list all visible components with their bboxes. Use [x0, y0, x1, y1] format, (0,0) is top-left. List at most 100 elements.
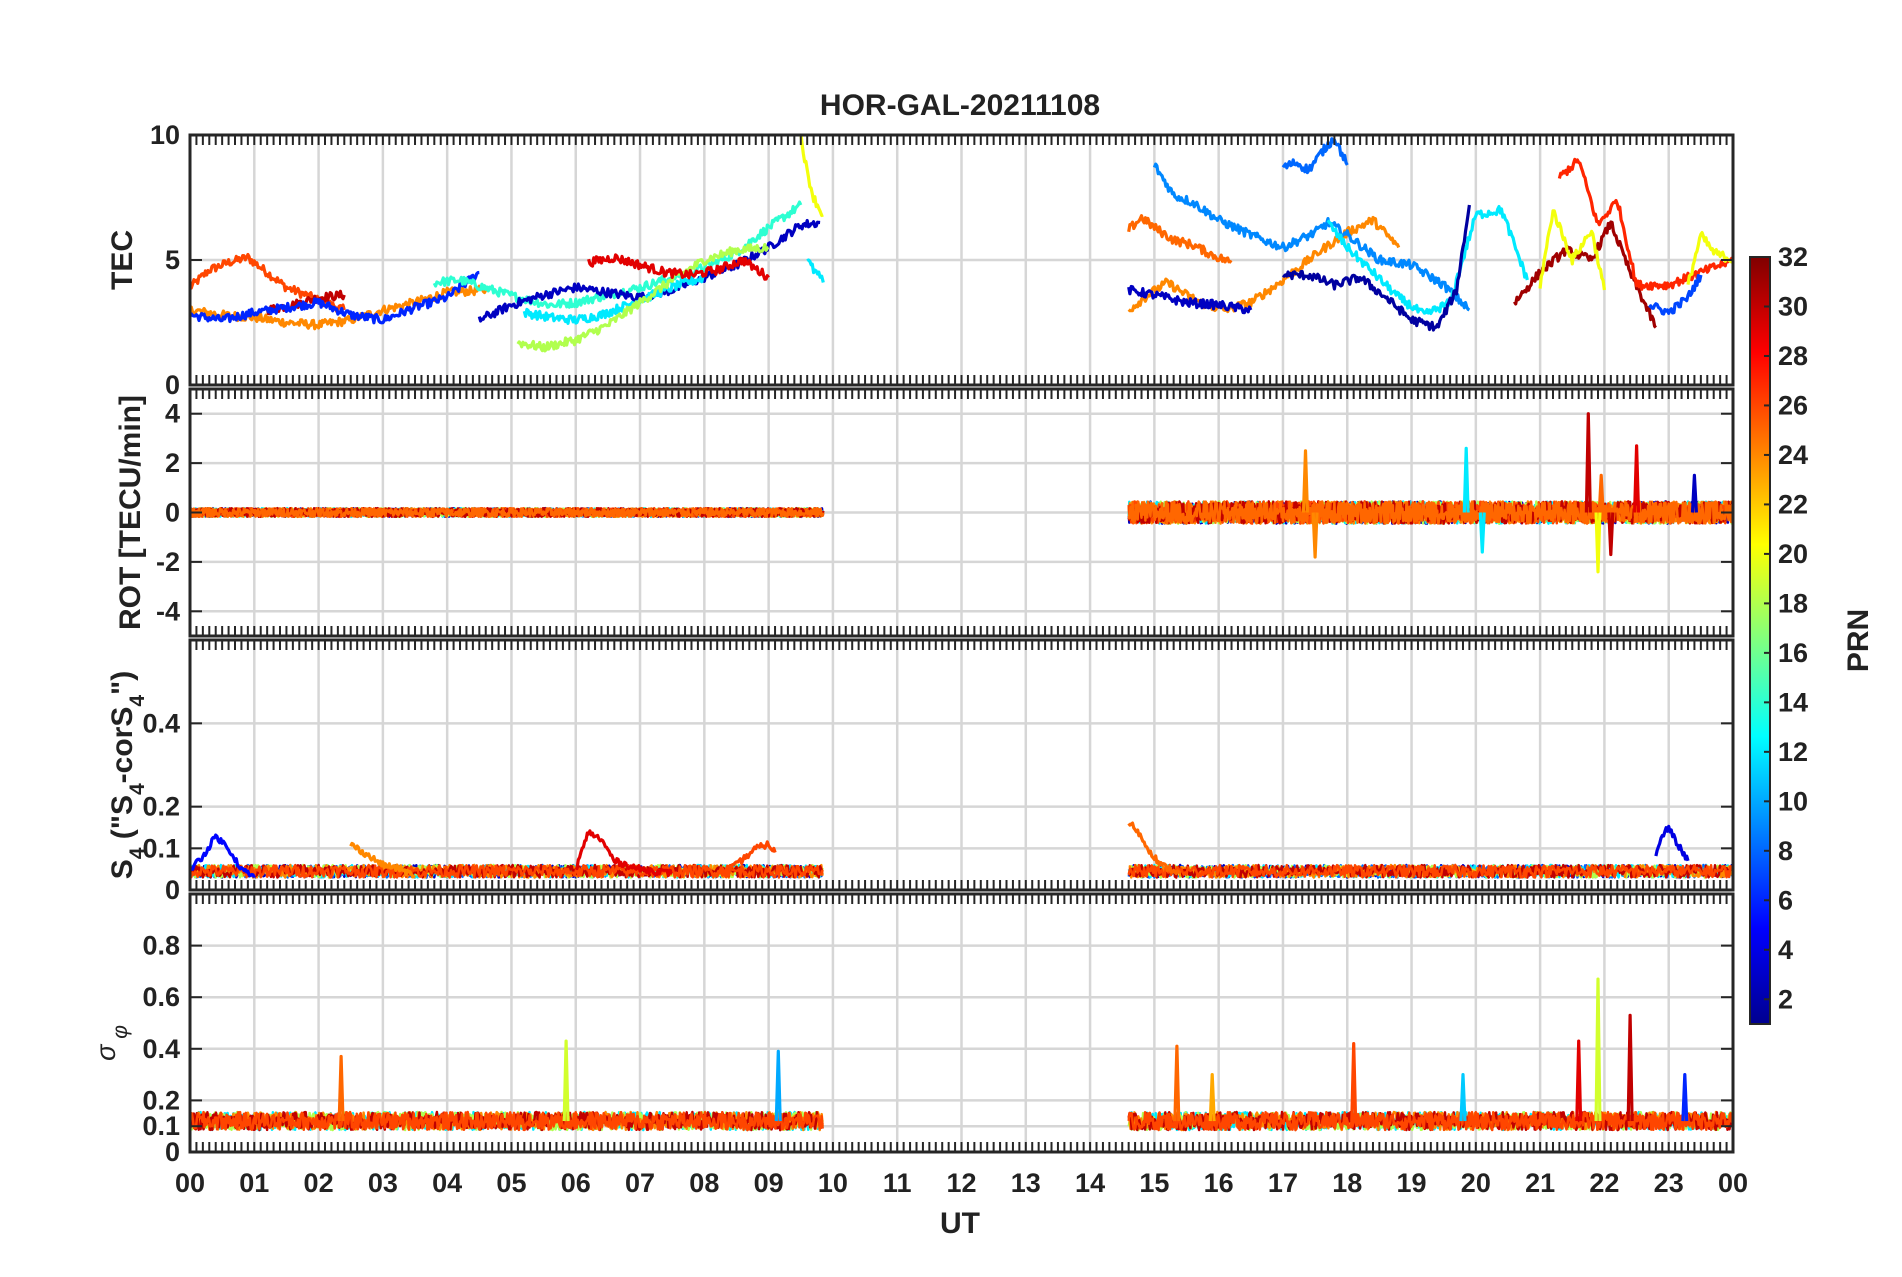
series-line	[1127, 821, 1182, 876]
y-axis-title: ROT [TECU/min]	[114, 395, 147, 630]
panel-data	[190, 135, 1733, 353]
rot-spike	[1690, 473, 1698, 513]
y-tick-label: 4	[165, 399, 180, 429]
colorbar-tick-label: 12	[1778, 737, 1808, 767]
series-line	[349, 841, 416, 879]
y-tick-label: 0.4	[142, 1034, 180, 1064]
panel-ticks	[189, 640, 1734, 891]
y-tick-label: 0.1	[142, 1111, 180, 1141]
colorbar-tick-label: 28	[1778, 341, 1808, 371]
series-line	[806, 258, 825, 283]
y-axis-title-part: 4	[126, 847, 149, 859]
sigma-spike	[562, 1039, 570, 1122]
y-tick-label: -4	[156, 596, 180, 626]
x-tick-label: 14	[1075, 1168, 1105, 1198]
rot-spike	[1311, 512, 1319, 559]
series-line	[1538, 209, 1606, 291]
y-tick-label: 0.4	[142, 708, 180, 738]
y-axis-title: S4 ("S4-corS4")	[106, 671, 149, 880]
x-tick-label: 12	[946, 1168, 976, 1198]
x-tick-label: 16	[1204, 1168, 1234, 1198]
sigma-spike	[1681, 1073, 1689, 1122]
series-line	[1127, 500, 1733, 525]
panel-ticks	[189, 134, 1734, 386]
panel-ticks	[189, 389, 1734, 636]
chart-title: HOR-GAL-20211108	[820, 89, 1100, 122]
series-line	[1127, 214, 1233, 264]
rot-spike	[1462, 446, 1470, 513]
series-line	[190, 833, 256, 879]
x-tick-label: 09	[754, 1168, 784, 1198]
y-tick-label: 0.6	[142, 982, 180, 1012]
sigma-spike	[337, 1054, 345, 1122]
y-axis-title-part: ")	[106, 671, 139, 695]
sigma-spike	[1208, 1073, 1216, 1122]
x-tick-label: 04	[432, 1168, 462, 1198]
series-line	[190, 863, 824, 879]
colorbar-tick-label: 26	[1778, 390, 1808, 420]
x-tick-label: 17	[1268, 1168, 1298, 1198]
series-line	[522, 274, 706, 325]
x-tick-label: 10	[818, 1168, 848, 1198]
series-line	[1326, 205, 1529, 316]
rot-spike	[1478, 512, 1486, 554]
x-tick-label: 07	[625, 1168, 655, 1198]
x-axis: 00 01 02 03 04 05 06 07 08 09 10 11 12 13 14 15 16 17 18 19…	[175, 1168, 1748, 1198]
panel-ticks	[189, 894, 1734, 1153]
y-tick-label: 0	[165, 370, 180, 400]
y-tick-label: 0	[165, 498, 180, 528]
y-tick-label: 0	[165, 875, 180, 905]
panel-grid	[190, 640, 1733, 892]
x-tick-label: 06	[561, 1168, 591, 1198]
series-line	[1127, 215, 1401, 314]
colorbar-tick-label: 2	[1778, 984, 1793, 1014]
sigma-spike	[1594, 977, 1602, 1122]
rot-spike	[1633, 444, 1641, 513]
y-axis-title: σ φ	[91, 1025, 132, 1061]
panel-1: -4 -2 0 2 4 ROT [TECU/min]	[114, 387, 1735, 638]
x-tick-label: 11	[883, 1168, 912, 1198]
y-axis-title-part: 4	[126, 695, 149, 707]
colorbar-tick-label: 22	[1778, 489, 1808, 519]
sigma-spike	[1575, 1039, 1583, 1122]
x-tick-label: 18	[1332, 1168, 1362, 1198]
series-line	[715, 840, 777, 877]
y-axis-title-part: 4	[126, 783, 149, 795]
series-line	[587, 253, 770, 281]
y-axis-title-part: ("S	[106, 795, 139, 848]
colorbar-tick-label: 6	[1778, 885, 1793, 915]
rot-spike	[1301, 449, 1309, 513]
panel-grid	[190, 389, 1733, 636]
series-line	[1127, 863, 1733, 879]
y-axis-title: TEC	[106, 230, 139, 290]
x-tick-label: 21	[1525, 1168, 1555, 1198]
colorbar-tick-label: 32	[1778, 242, 1808, 272]
colorbar-tick-label: 24	[1778, 440, 1808, 470]
series-line	[1686, 231, 1733, 285]
colorbar-tick-label: 30	[1778, 291, 1808, 321]
colorbar-tick-label: 8	[1778, 836, 1793, 866]
panel-data	[190, 977, 1733, 1132]
y-axis-title-part: σ	[91, 1043, 121, 1061]
colorbar-tick-label: 16	[1778, 638, 1808, 668]
colorbar-tick-label: 4	[1778, 935, 1793, 965]
rot-spike	[1594, 512, 1602, 574]
x-tick-label: 00	[1718, 1168, 1748, 1198]
x-tick-label: 23	[1654, 1168, 1684, 1198]
series-line	[1654, 824, 1690, 862]
rot-spike	[1584, 412, 1592, 513]
series-line	[1127, 284, 1253, 315]
sigma-spike	[1173, 1044, 1181, 1122]
y-tick-label: 0.1	[142, 833, 180, 863]
rot-spike	[1607, 512, 1615, 557]
x-tick-label: 22	[1589, 1168, 1619, 1198]
series-line	[1281, 204, 1471, 332]
series-line	[1281, 137, 1349, 175]
colorbar-title: PRN	[1842, 609, 1875, 672]
panel-data	[190, 412, 1733, 574]
y-axis-title-part: φ	[109, 1025, 132, 1045]
y-tick-label: 0	[165, 1137, 180, 1167]
y-tick-label: 0.2	[142, 1085, 180, 1115]
